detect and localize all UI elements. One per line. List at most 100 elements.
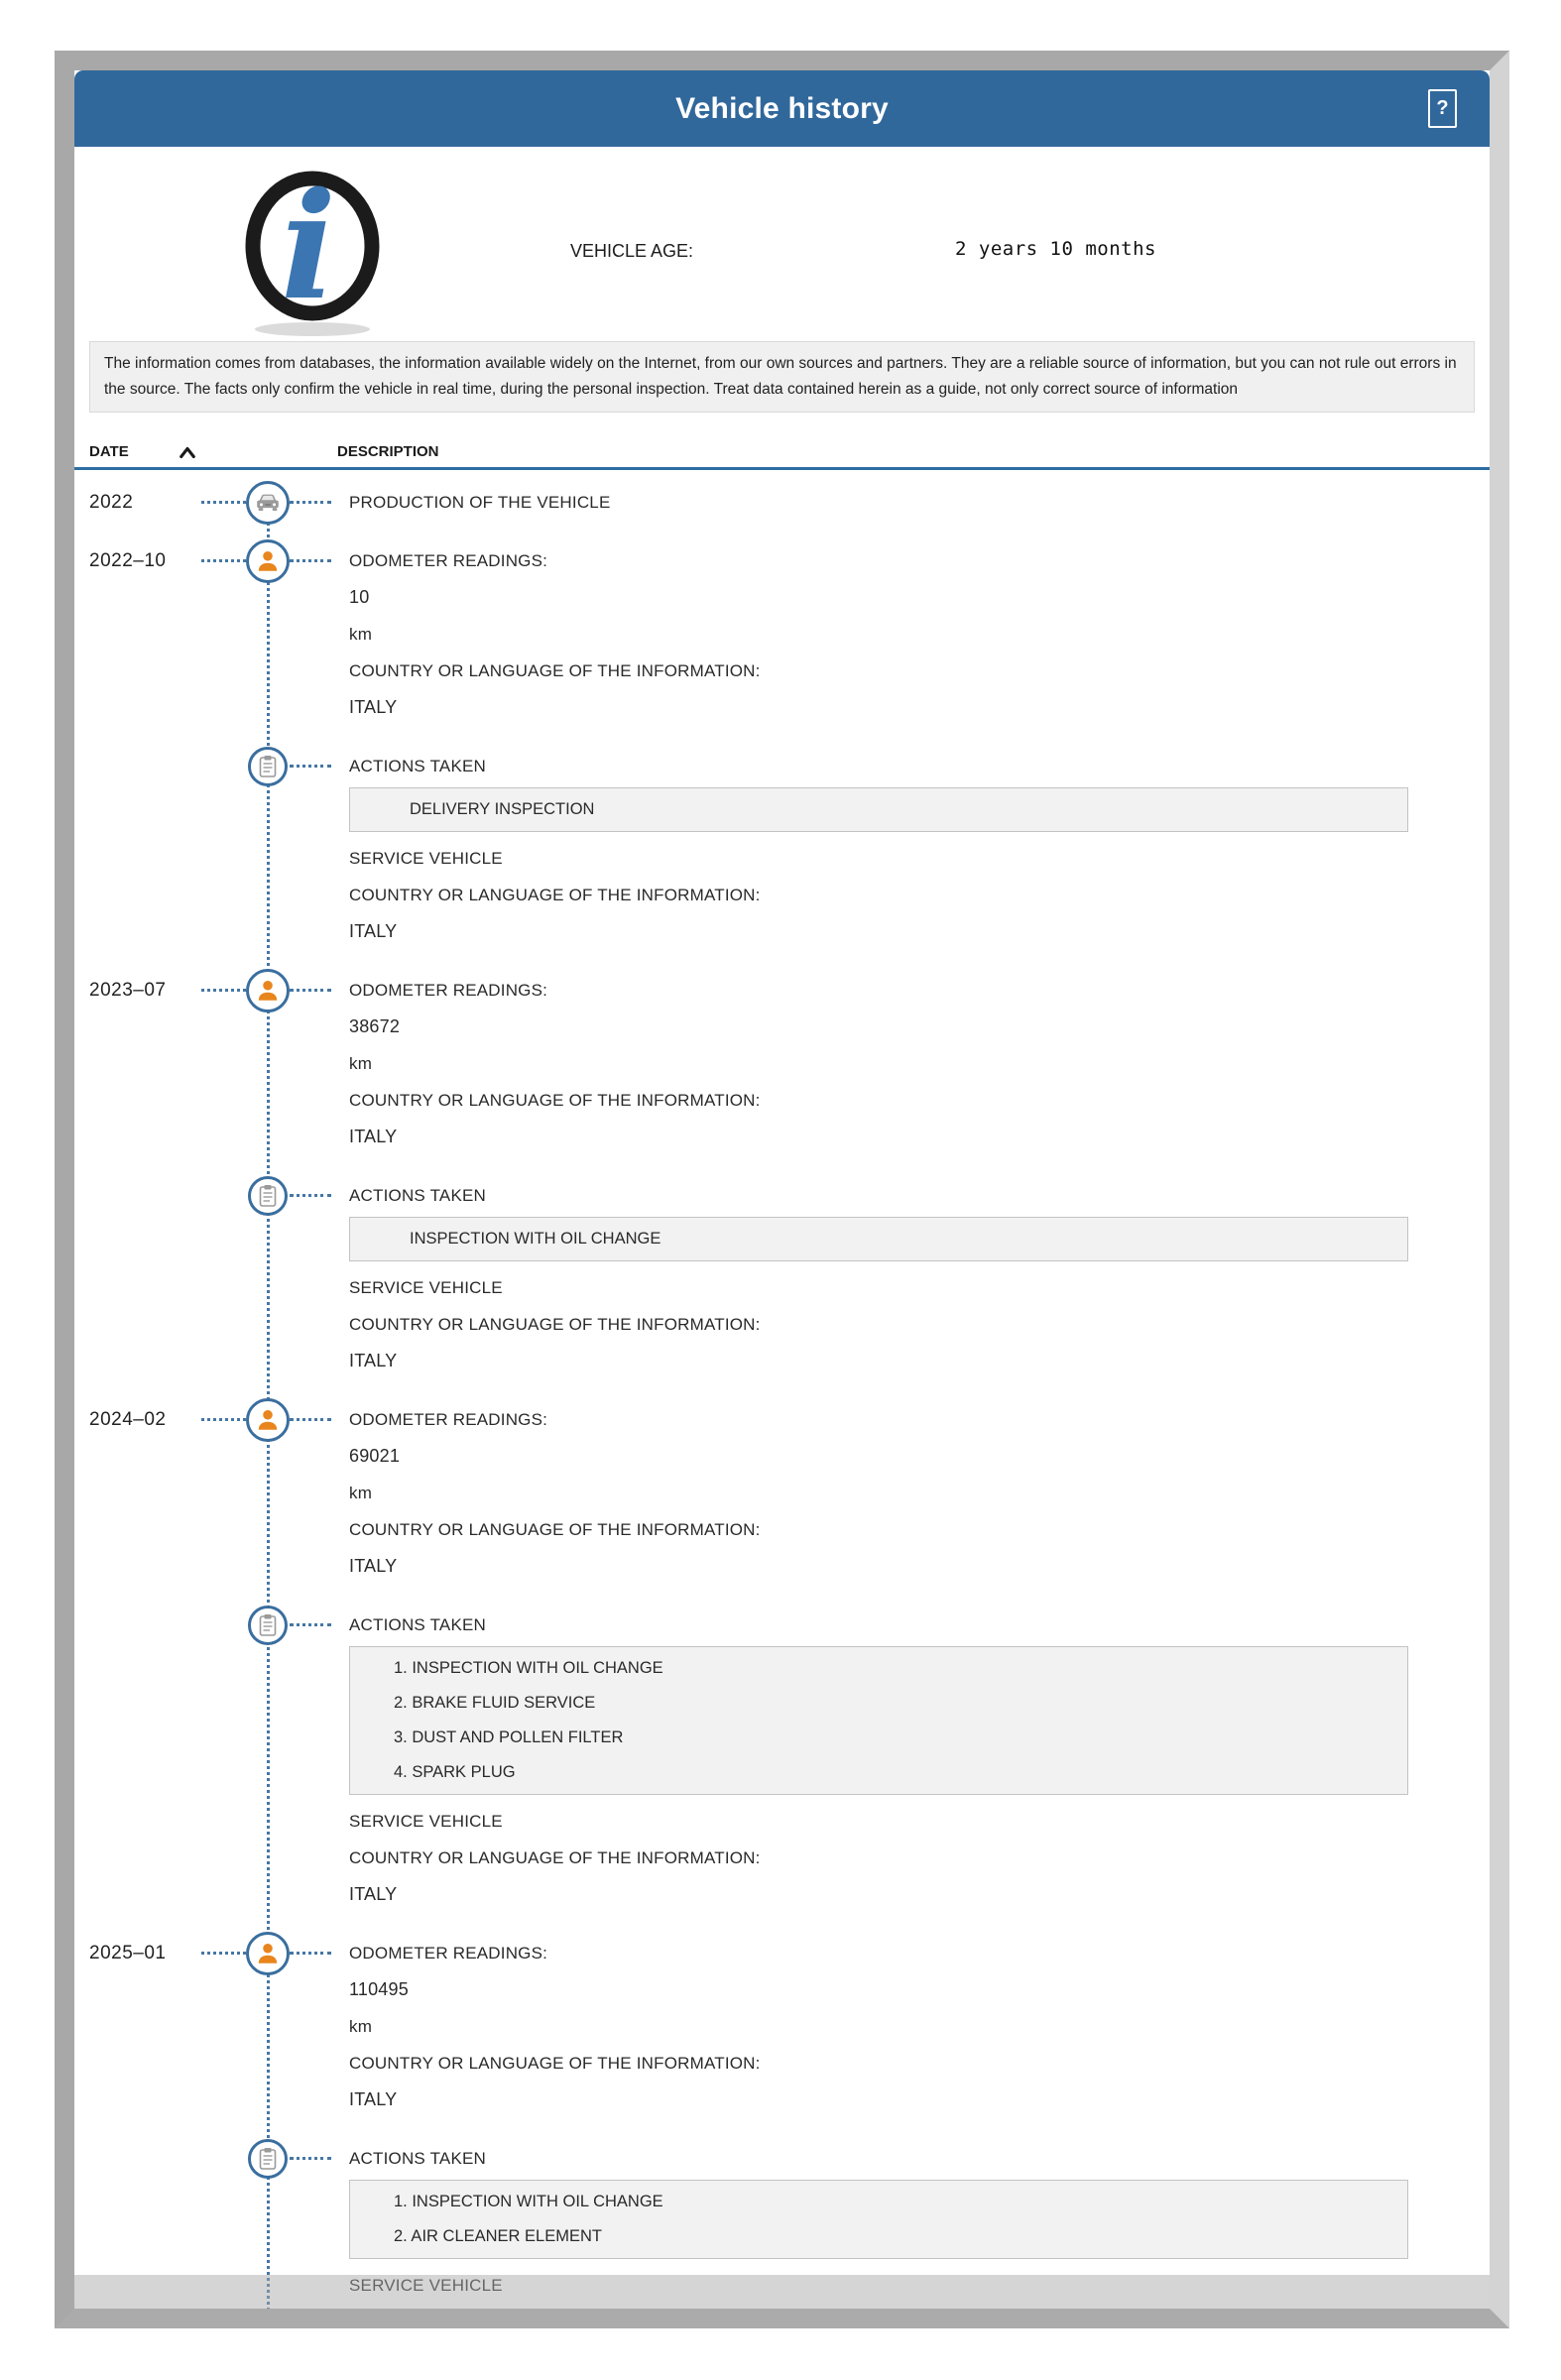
sort-ascending-control[interactable]	[179, 444, 337, 460]
car-icon	[257, 494, 279, 511]
actions-label: ACTIONS TAKEN	[349, 1614, 486, 1634]
clipboard-icon	[259, 2148, 277, 2170]
odometer-unit: km	[349, 2016, 373, 2036]
header-bar: Vehicle history ?	[74, 70, 1490, 147]
svg-text:i: i	[281, 160, 336, 332]
country-label: COUNTRY OR LANGUAGE OF THE INFORMATION:	[349, 1090, 761, 1110]
dotted-connector	[201, 501, 246, 504]
timeline-node	[248, 1176, 288, 1216]
report-sheet: Vehicle history ? i VEHICLE AGE: 2 years…	[74, 70, 1490, 2309]
odometer-label: ODOMETER READINGS:	[349, 1943, 548, 1963]
table-header: DATE DESCRIPTION	[74, 436, 1490, 470]
event-date: 2025–01	[89, 1943, 167, 1964]
timeline-node	[248, 2139, 288, 2179]
country-label: COUNTRY OR LANGUAGE OF THE INFORMATION:	[349, 885, 761, 904]
clipboard-icon	[259, 1185, 277, 1207]
dotted-connector	[290, 2157, 331, 2160]
country-value: ITALY	[349, 1884, 398, 1904]
vehicle-age-value: 2 years 10 months	[955, 238, 1156, 260]
clipboard-icon	[259, 1614, 277, 1636]
country-label: COUNTRY OR LANGUAGE OF THE INFORMATION:	[349, 1519, 761, 1539]
service-vehicle-label: SERVICE VEHICLE	[349, 1811, 503, 1831]
person-icon	[258, 1944, 278, 1964]
timeline-node	[248, 747, 288, 786]
timeline-node	[246, 539, 290, 583]
dotted-connector	[290, 989, 331, 992]
vehicle-history-timeline: 2022 PRODUCTION OF THE VEHICLE 2022–10	[74, 470, 1490, 2309]
person-icon	[258, 1410, 278, 1430]
odometer-label: ODOMETER READINGS:	[349, 1409, 548, 1429]
dotted-connector	[290, 501, 331, 504]
actions-label: ACTIONS TAKEN	[349, 756, 486, 775]
timeline-node	[246, 481, 290, 525]
timeline-node	[248, 1606, 288, 1645]
report-frame: Vehicle history ? i VEHICLE AGE: 2 years…	[55, 51, 1509, 2328]
action-item: INSPECTION WITH OIL CHANGE	[410, 1230, 661, 1248]
help-icon[interactable]: ?	[1428, 89, 1457, 128]
timeline-event-odometer: 2023–07 ODOMETER READINGS: 38672 km COUN…	[74, 969, 1490, 1155]
timeline-event-odometer: 2022–10 ODOMETER READINGS: 10 km COUNTRY…	[74, 539, 1490, 726]
service-vehicle-label: SERVICE VEHICLE	[349, 2275, 503, 2295]
country-label: COUNTRY OR LANGUAGE OF THE INFORMATION:	[349, 1314, 761, 1334]
odometer-unit: km	[349, 1053, 373, 1073]
odometer-unit: km	[349, 1483, 373, 1502]
country-value: ITALY	[349, 921, 398, 941]
actions-label: ACTIONS TAKEN	[349, 2148, 486, 2168]
odometer-unit: km	[349, 624, 373, 644]
country-value: ITALY	[349, 1127, 398, 1146]
dotted-connector	[290, 1194, 331, 1197]
odometer-value: 110495	[349, 1979, 409, 1999]
timeline-node	[246, 969, 290, 1012]
action-item: 2. AIR CLEANER ELEMENT	[394, 2227, 602, 2245]
dotted-connector	[290, 1418, 331, 1421]
country-value: ITALY	[349, 1556, 398, 1576]
dotted-connector	[290, 765, 331, 768]
person-icon	[258, 551, 278, 571]
country-value: ITALY	[349, 697, 398, 717]
action-item: 2. BRAKE FLUID SERVICE	[394, 1694, 596, 1712]
chevron-up-icon	[180, 446, 195, 458]
odometer-value: 69021	[349, 1446, 401, 1466]
timeline-node	[246, 1932, 290, 1975]
dotted-connector	[201, 989, 246, 992]
date-column-header[interactable]: DATE	[89, 443, 129, 460]
event-description: PRODUCTION OF THE VEHICLE	[349, 492, 611, 512]
action-item: DELIVERY INSPECTION	[410, 800, 595, 818]
page-title: Vehicle history	[675, 91, 889, 125]
actions-box: 1. INSPECTION WITH OIL CHANGE 2. BRAKE F…	[349, 1646, 1408, 1795]
action-item: 1. INSPECTION WITH OIL CHANGE	[394, 2193, 663, 2210]
dotted-connector	[201, 1418, 246, 1421]
timeline-event-production: 2022 PRODUCTION OF THE VEHICLE	[74, 481, 1490, 525]
odometer-label: ODOMETER READINGS:	[349, 550, 548, 570]
country-label: COUNTRY OR LANGUAGE OF THE INFORMATION:	[349, 660, 761, 680]
country-value: ITALY	[349, 1351, 398, 1370]
vehicle-age-section: i VEHICLE AGE: 2 years 10 months	[74, 147, 1490, 341]
action-item: 1. INSPECTION WITH OIL CHANGE	[394, 1659, 663, 1677]
dotted-connector	[290, 1952, 331, 1955]
actions-box: 1. INSPECTION WITH OIL CHANGE 2. AIR CLE…	[349, 2180, 1408, 2259]
country-label: COUNTRY OR LANGUAGE OF THE INFORMATION:	[349, 2053, 761, 2073]
service-vehicle-label: SERVICE VEHICLE	[349, 848, 503, 868]
vehicle-age-label: VEHICLE AGE:	[570, 241, 694, 261]
disclaimer-text: The information comes from databases, th…	[89, 341, 1475, 413]
timeline-event-actions: ACTIONS TAKEN INSPECTION WITH OIL CHANGE…	[74, 1176, 1490, 1379]
service-vehicle-label: SERVICE VEHICLE	[349, 1277, 503, 1297]
event-date: 2023–07	[89, 980, 167, 1001]
timeline-event-actions: ACTIONS TAKEN 1. INSPECTION WITH OIL CHA…	[74, 2139, 1490, 2309]
event-date: 2024–02	[89, 1409, 167, 1430]
timeline-event-actions: ACTIONS TAKEN 1. INSPECTION WITH OIL CHA…	[74, 1606, 1490, 1913]
dotted-connector	[201, 559, 246, 562]
action-item: 3. DUST AND POLLEN FILTER	[394, 1728, 624, 1746]
odometer-value: 38672	[349, 1016, 401, 1036]
timeline-event-odometer: 2024–02 ODOMETER READINGS: 69021 km COUN…	[74, 1398, 1490, 1585]
action-item: 4. SPARK PLUG	[394, 1763, 516, 1781]
dotted-connector	[290, 1623, 331, 1626]
bottom-fade-overlay	[74, 2275, 1490, 2309]
dotted-connector	[201, 1952, 246, 1955]
country-value: ITALY	[349, 2089, 398, 2109]
event-date: 2022	[89, 492, 134, 513]
clipboard-icon	[259, 756, 277, 777]
info-logo: i	[229, 155, 396, 339]
timeline-node	[246, 1398, 290, 1442]
dotted-connector	[290, 559, 331, 562]
